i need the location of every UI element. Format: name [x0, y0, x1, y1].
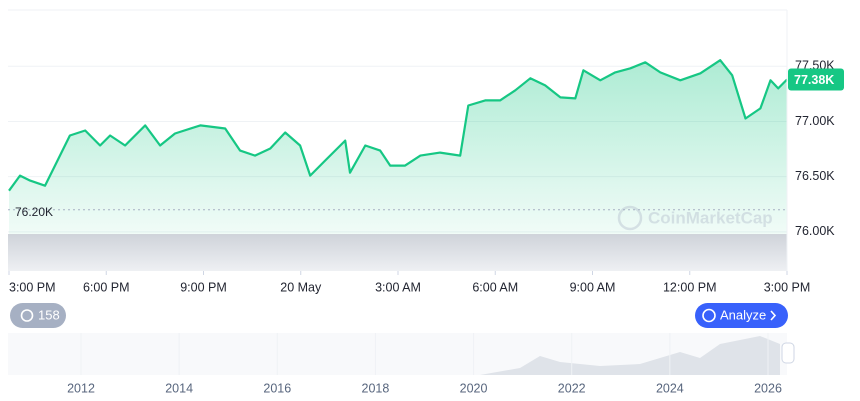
- volume-area: [8, 234, 787, 271]
- x-tick-label: 6:00 PM: [83, 280, 130, 294]
- current-price-badge: [788, 68, 844, 91]
- analyze-button[interactable]: Analyze: [695, 303, 788, 328]
- navigator-years: 2012 2014 2016 2018 2020 2022 2024 2026: [67, 333, 782, 395]
- navigator-year: 2018: [362, 381, 390, 395]
- navigator-year: 2020: [460, 381, 488, 395]
- navigator-year: 2014: [165, 381, 193, 395]
- x-tick-label: 3:00 AM: [375, 280, 421, 294]
- navigator-year: 2022: [558, 381, 586, 395]
- navigator-year: 2012: [67, 381, 95, 395]
- x-tick-label: 6:00 AM: [472, 280, 518, 294]
- current-price-label: 77.38K: [794, 73, 834, 87]
- y-tick-label: 76.50K: [795, 169, 835, 183]
- navigator-year: 2016: [263, 381, 291, 395]
- x-tick-label: 9:00 AM: [570, 280, 616, 294]
- x-tick-label: 3:00 PM: [764, 280, 811, 294]
- x-tick-label: 9:00 PM: [180, 280, 227, 294]
- analyze-label: Analyze: [720, 307, 766, 322]
- y-tick-label: 77.00K: [795, 114, 835, 128]
- watermark: CoinMarketCap: [617, 205, 773, 231]
- navigator-year: 2024: [656, 381, 684, 395]
- y-tick-label: 76.00K: [795, 224, 835, 238]
- navigator: [8, 333, 795, 375]
- price-line: [8, 59, 788, 192]
- x-tick-label: 12:00 PM: [663, 280, 717, 294]
- navigator-year: 2026: [754, 381, 782, 395]
- x-tick-label: 20 May: [280, 280, 322, 294]
- plot-area: [8, 59, 788, 275]
- history-count: 158: [38, 307, 60, 322]
- watermark-text: CoinMarketCap: [648, 208, 773, 227]
- low-label: 76.20K: [15, 205, 53, 219]
- history-pill[interactable]: 158: [10, 303, 66, 328]
- x-tick-label: 3:00 PM: [9, 280, 56, 294]
